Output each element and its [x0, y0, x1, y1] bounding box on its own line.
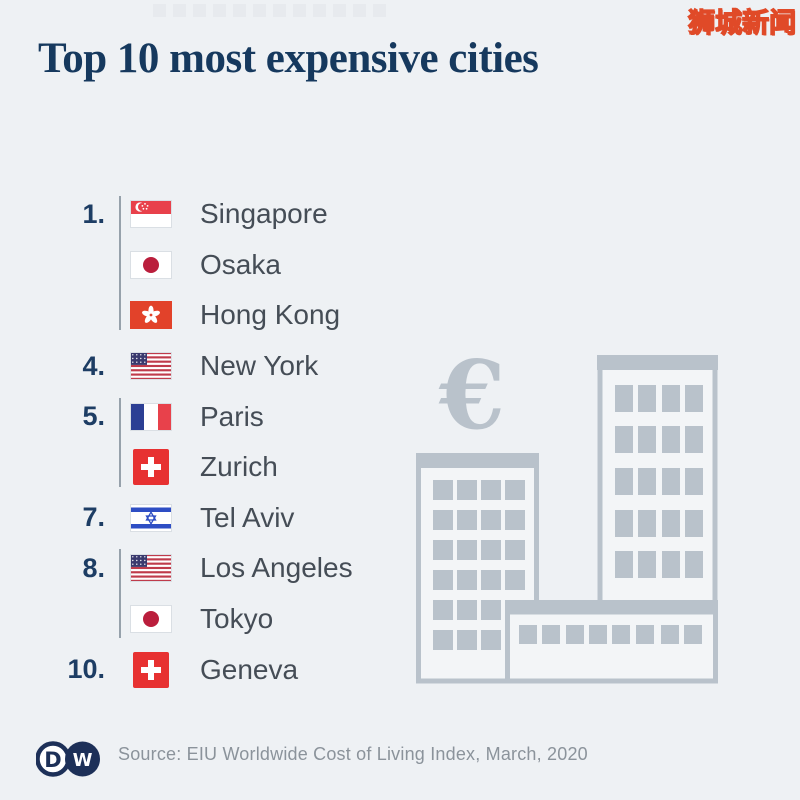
- city-label: Tokyo: [200, 603, 274, 635]
- tie-bracket-rank8: [119, 549, 121, 638]
- list-item: 4. New York: [60, 341, 420, 392]
- city-label: Tel Aviv: [200, 501, 295, 533]
- city-label: Los Angeles: [200, 552, 353, 584]
- faint-window-pattern: [153, 4, 386, 17]
- list-item: 10. Geneva: [60, 644, 420, 695]
- tie-bracket-rank5: [119, 398, 121, 487]
- list-item: Zurich: [60, 442, 420, 493]
- list-item: 8. Los Angeles: [60, 543, 420, 594]
- switzerland-flag-icon: [130, 449, 172, 486]
- euro-symbol: €: [438, 350, 505, 451]
- israel-flag-icon: [130, 500, 172, 536]
- city-label: Singapore: [200, 198, 328, 230]
- japan-flag-icon: [130, 247, 172, 283]
- source-attribution: Source: EIU Worldwide Cost of Living Ind…: [118, 744, 588, 764]
- rank-label: 8.: [82, 552, 105, 583]
- list-item: 5. Paris: [60, 391, 420, 442]
- france-flag-icon: [130, 399, 172, 435]
- list-item: 7. Tel Aviv: [60, 493, 420, 544]
- dw-logo: D W: [35, 739, 102, 784]
- city-label: Hong Kong: [200, 299, 341, 331]
- city-label: New York: [200, 350, 319, 382]
- hong-kong-flag-icon: [130, 297, 172, 333]
- page-title: Top 10 most expensive cities: [38, 35, 539, 82]
- usa-flag-icon: [130, 348, 172, 384]
- rank-label: 4.: [82, 350, 105, 381]
- rank-label: 1.: [82, 198, 105, 229]
- rank-label: 10.: [67, 654, 105, 685]
- list-item: Osaka: [60, 240, 420, 291]
- japan-flag-icon: [130, 601, 172, 637]
- buildings-illustration: €: [415, 340, 720, 690]
- list-item: Hong Kong: [60, 290, 420, 341]
- singapore-flag-icon: [130, 196, 172, 232]
- dw-logo-letter-w: W: [73, 750, 93, 771]
- left-building: [416, 453, 539, 684]
- switzerland-flag-icon: [130, 651, 172, 688]
- watermark-text: 狮城新闻: [687, 8, 796, 39]
- city-label: Paris: [200, 400, 264, 432]
- rank-label: 5.: [82, 401, 105, 432]
- city-label: Geneva: [200, 653, 299, 685]
- city-ranking-list: 1. Singapore Os: [60, 189, 420, 695]
- dw-logo-letter-d: D: [44, 748, 61, 772]
- tie-bracket-rank1: [119, 196, 121, 330]
- rank-label: 7.: [82, 502, 105, 533]
- city-label: Zurich: [200, 451, 278, 483]
- list-item: Tokyo: [60, 594, 420, 645]
- usa-flag-icon: [130, 550, 172, 586]
- city-label: Osaka: [200, 248, 281, 280]
- annex-building: [505, 600, 718, 684]
- list-item: 1. Singapore: [60, 189, 420, 240]
